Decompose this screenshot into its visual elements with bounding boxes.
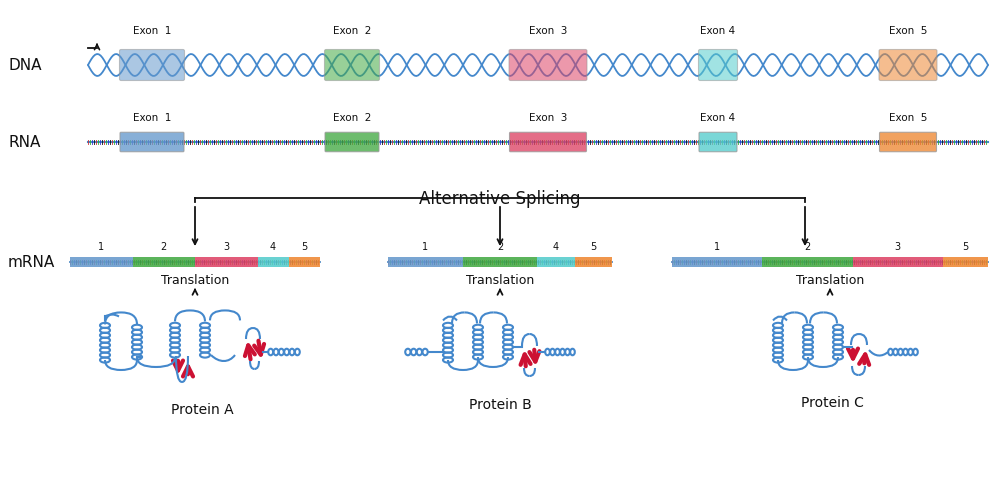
Text: Exon  5: Exon 5 (889, 26, 927, 36)
FancyBboxPatch shape (195, 257, 258, 267)
Text: 1: 1 (422, 241, 428, 252)
Text: 2: 2 (804, 241, 811, 252)
Text: mRNA: mRNA (8, 255, 55, 270)
Text: Exon  1: Exon 1 (133, 113, 171, 123)
FancyBboxPatch shape (120, 133, 184, 153)
FancyBboxPatch shape (762, 257, 853, 267)
FancyBboxPatch shape (325, 133, 379, 153)
Text: Exon  1: Exon 1 (133, 26, 171, 36)
Text: 4: 4 (270, 241, 276, 252)
Text: Exon  2: Exon 2 (333, 26, 371, 36)
FancyBboxPatch shape (132, 257, 195, 267)
Text: 3: 3 (895, 241, 901, 252)
Text: Exon  2: Exon 2 (333, 113, 371, 123)
Text: Exon  3: Exon 3 (529, 26, 567, 36)
FancyBboxPatch shape (509, 50, 587, 81)
Text: 5: 5 (962, 241, 969, 252)
FancyBboxPatch shape (853, 257, 943, 267)
Text: Alternative Splicing: Alternative Splicing (419, 190, 581, 207)
Text: Exon 4: Exon 4 (700, 26, 736, 36)
Text: Translation: Translation (796, 274, 864, 287)
Text: 2: 2 (161, 241, 167, 252)
FancyBboxPatch shape (463, 257, 537, 267)
Text: Exon  3: Exon 3 (529, 113, 567, 123)
Text: RNA: RNA (8, 135, 40, 150)
Text: 5: 5 (590, 241, 596, 252)
Text: Protein B: Protein B (469, 397, 531, 411)
FancyBboxPatch shape (698, 50, 738, 81)
Text: 1: 1 (98, 241, 104, 252)
FancyBboxPatch shape (289, 257, 320, 267)
Text: DNA: DNA (8, 59, 42, 73)
Text: 2: 2 (497, 241, 503, 252)
Text: 1: 1 (714, 241, 720, 252)
FancyBboxPatch shape (120, 50, 185, 81)
Text: Protein C: Protein C (801, 395, 863, 409)
Text: 5: 5 (301, 241, 308, 252)
FancyBboxPatch shape (324, 50, 380, 81)
FancyBboxPatch shape (879, 50, 937, 81)
Text: Translation: Translation (161, 274, 229, 287)
Text: 3: 3 (223, 241, 229, 252)
FancyBboxPatch shape (70, 257, 132, 267)
FancyBboxPatch shape (943, 257, 988, 267)
FancyBboxPatch shape (672, 257, 762, 267)
FancyBboxPatch shape (510, 133, 586, 153)
Text: Translation: Translation (466, 274, 534, 287)
Text: 4: 4 (553, 241, 559, 252)
Text: Exon 4: Exon 4 (700, 113, 736, 123)
FancyBboxPatch shape (575, 257, 612, 267)
Text: Protein A: Protein A (171, 402, 233, 416)
FancyBboxPatch shape (388, 257, 463, 267)
FancyBboxPatch shape (880, 133, 936, 153)
FancyBboxPatch shape (699, 133, 737, 153)
Text: Exon  5: Exon 5 (889, 113, 927, 123)
FancyBboxPatch shape (537, 257, 575, 267)
FancyBboxPatch shape (258, 257, 289, 267)
